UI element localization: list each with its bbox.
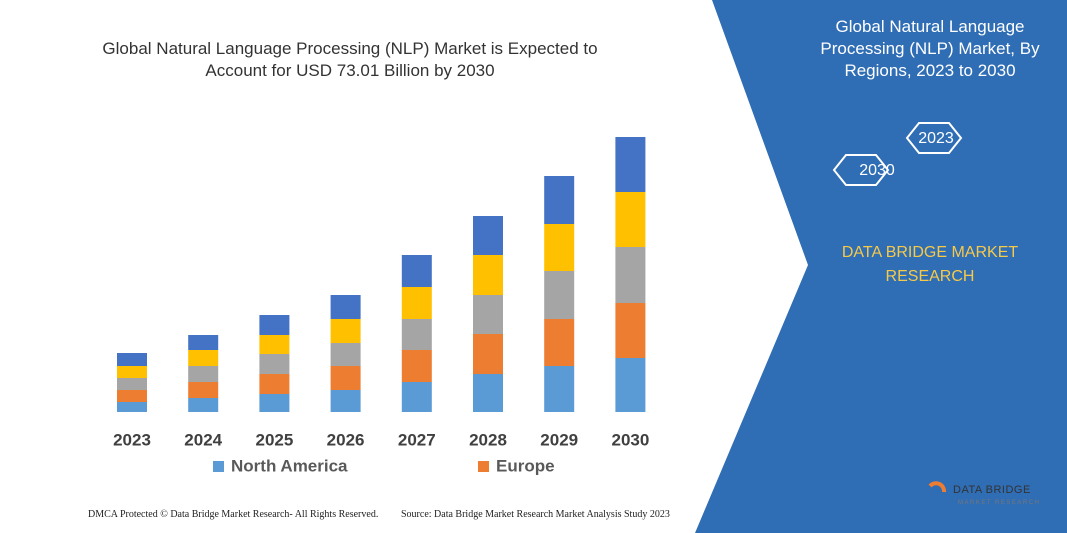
bar-segment bbox=[330, 390, 361, 412]
logo-icon bbox=[922, 482, 946, 514]
hexagon-label: 2023 bbox=[918, 130, 954, 147]
bar-segment bbox=[259, 315, 290, 335]
bar-segment bbox=[259, 335, 290, 354]
bar-segment bbox=[615, 192, 646, 247]
logo-name: DATA BRIDGE bbox=[953, 484, 1031, 496]
bar-segment bbox=[330, 295, 361, 319]
x-tick-label: 2026 bbox=[327, 430, 365, 449]
bar-segment bbox=[117, 378, 147, 390]
bar-segment bbox=[259, 374, 290, 394]
bar-segment bbox=[473, 295, 503, 334]
bar-segment bbox=[544, 319, 575, 366]
bar-segment bbox=[473, 255, 503, 295]
hexagon-label: 2030 bbox=[859, 162, 895, 179]
bar-segment bbox=[117, 390, 147, 402]
x-tick-label: 2025 bbox=[255, 430, 293, 449]
bar-segment bbox=[401, 319, 432, 350]
legend-swatch bbox=[478, 461, 489, 472]
bar-segment bbox=[188, 382, 219, 398]
bar-segment bbox=[544, 176, 575, 224]
bar-segment bbox=[401, 350, 432, 382]
legend-swatch bbox=[213, 461, 224, 472]
logo-tagline: MARKET RESEARCH bbox=[958, 500, 1041, 506]
bar-segment bbox=[544, 366, 575, 412]
side-panel-bg bbox=[695, 0, 1067, 533]
legend-label: Europe bbox=[496, 456, 555, 475]
x-tick-label: 2027 bbox=[398, 430, 436, 449]
bar-segment bbox=[188, 350, 219, 366]
legend-label: North America bbox=[231, 456, 348, 475]
hexagon bbox=[905, 122, 963, 154]
bar-segment bbox=[188, 398, 219, 412]
bar-segment bbox=[117, 402, 147, 412]
brand: DATA BRIDGE MARKET RESEARCH bbox=[841, 244, 1019, 285]
x-tick-label: 2028 bbox=[469, 430, 507, 449]
bar-segment bbox=[330, 366, 361, 390]
bar-segment bbox=[188, 366, 219, 382]
bar-segment bbox=[473, 374, 503, 412]
x-tick-label: 2029 bbox=[540, 430, 578, 449]
bar-segment bbox=[473, 216, 503, 255]
bar-segment bbox=[117, 353, 147, 366]
bar-segment bbox=[615, 358, 646, 412]
bar-segment bbox=[615, 303, 646, 358]
bar-segment bbox=[330, 343, 361, 366]
bar-segment bbox=[544, 224, 575, 271]
bar-segment bbox=[615, 137, 646, 192]
chart-title: Global Natural Language Processing (NLP)… bbox=[102, 39, 598, 80]
bar-segment bbox=[401, 255, 432, 287]
bar-segment bbox=[117, 366, 147, 378]
bar-segment bbox=[544, 271, 575, 319]
bar-segment bbox=[401, 287, 432, 319]
side-title: Global Natural Language Processing (NLP)… bbox=[820, 17, 1040, 80]
x-tick-label: 2023 bbox=[113, 430, 151, 449]
x-tick-label: 2030 bbox=[611, 430, 649, 449]
hexagon bbox=[832, 154, 890, 186]
footer-text: DMCA Protected © Data Bridge Market Rese… bbox=[88, 509, 379, 520]
logo-icon bbox=[928, 481, 946, 493]
bar-segment bbox=[330, 319, 361, 343]
bar-segment bbox=[259, 354, 290, 374]
bar-segment bbox=[473, 334, 503, 374]
footer-text: Source: Data Bridge Market Research Mark… bbox=[401, 509, 670, 520]
x-tick-label: 2024 bbox=[184, 430, 222, 449]
bar-segment bbox=[259, 394, 290, 412]
bar-segment bbox=[188, 335, 219, 350]
bar-segment bbox=[401, 382, 432, 412]
bar-segment bbox=[615, 247, 646, 303]
